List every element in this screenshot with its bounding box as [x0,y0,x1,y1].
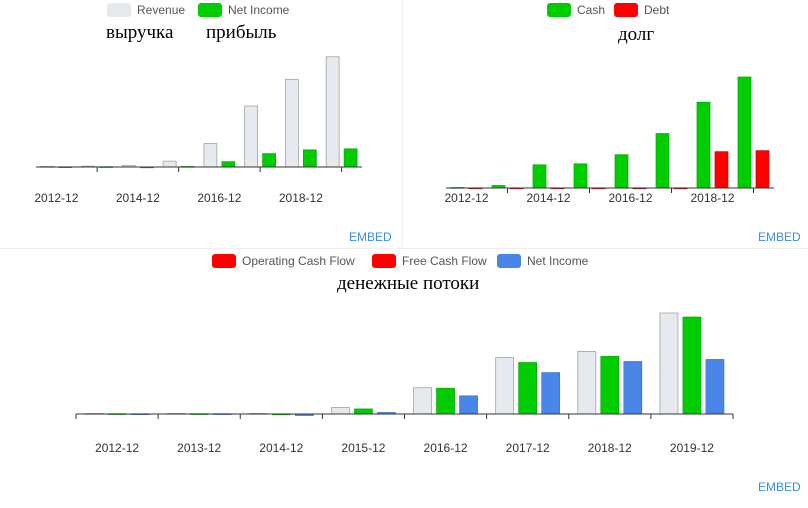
bar-revenue-2015-12 [162,160,177,168]
bar-free-cash-flow-2016-12 [436,387,455,415]
bar-operating-cash-flow-2015-12 [331,407,350,415]
x-tick-label: 2014-12 [116,191,160,205]
x-tick-label: 2017-12 [506,441,550,455]
bar-net-income-2017-12 [262,153,276,168]
x-tick-label: 2016-12 [197,191,241,205]
annotation-label: долг [618,24,654,45]
legend-swatch-cash [547,3,571,17]
x-tick-label: 2012-12 [34,191,78,205]
x-tick-label: 2018-12 [690,191,734,205]
bar-cash-2014-12 [532,164,547,189]
cash-flows-chart: Operating Cash Flow Free Cash Flow Net Inc… [75,254,734,455]
legend-label-cash: Cash [577,3,605,17]
x-tick-label: 2012-12 [444,191,488,205]
bar-debt-2018-12 [714,151,729,189]
bar-free-cash-flow-2015-12 [354,408,373,415]
bar-free-cash-flow-2019-12 [682,316,702,415]
bar-net-income-2017-12 [541,372,561,415]
bar-operating-cash-flow-2017-12 [495,357,515,415]
bar-net-income-2018-12 [623,361,643,415]
legend-swatch-debt [614,3,638,17]
bar-free-cash-flow-2017-12 [518,362,538,415]
bar-cash-2017-12 [655,133,670,189]
legend-swatch-free-cash-flow [372,254,396,268]
legend-label-revenue: Revenue [137,3,185,17]
x-tick-label: 2014-12 [526,191,570,205]
x-tick-label: 2019-12 [670,441,714,455]
legend-label-net-income: Net Income [228,3,290,17]
bar-revenue-2018-12 [285,78,299,168]
legend-label-operating-cash-flow: Operating Cash Flow [242,254,355,268]
bar-debt-2019-12 [755,150,770,189]
cash-debt-panel: Cash Debt долг 2012-12 2014-12 2016-12 2018-12… [404,0,808,246]
bar-operating-cash-flow-2016-12 [413,387,432,415]
bar-operating-cash-flow-2019-12 [659,312,679,415]
legend-label-debt: Debt [644,3,670,17]
bar-revenue-2016-12 [203,143,218,168]
annotation-label: денежные потоки [337,273,479,294]
revenue-income-panel: Revenue Net Income выручка прибыль 2012-12 20… [0,0,403,246]
x-tick-label: 2018-12 [588,441,632,455]
cash-flows-panel: Operating Cash Flow Free Cash Flow Net Inc… [0,248,808,503]
annotation-label: прибыль [206,22,277,43]
bar-net-income-2016-12 [459,395,478,415]
bar-revenue-2019-12 [325,56,340,168]
legend-swatch-revenue [107,3,131,17]
bar-net-income-2019-12 [343,148,358,168]
x-tick-label: 2016-12 [424,441,468,455]
bar-cash-2015-12 [573,163,588,189]
bar-net-income-2016-12 [221,161,236,168]
legend-swatch-operating-cash-flow [212,254,236,268]
x-tick-label: 2014-12 [259,441,303,455]
legend-swatch-net-income [497,254,521,268]
bar-revenue-2017-12 [244,105,258,168]
legend-swatch-net-income [198,3,222,17]
bar-operating-cash-flow-2018-12 [577,351,597,415]
embed-link[interactable]: EMBED [758,480,801,494]
bar-net-income-2019-12 [705,359,725,415]
x-tick-label: 2016-12 [608,191,652,205]
cash-debt-chart: Cash Debt долг 2012-12 2014-12 2016-12 2018-12 [444,3,774,205]
bar-cash-2019-12 [737,76,752,189]
bar-cash-2018-12 [696,101,711,189]
bar-free-cash-flow-2018-12 [600,356,620,415]
x-tick-label: 2013-12 [177,441,221,455]
embed-link[interactable]: EMBED [758,230,801,244]
revenue-income-chart: Revenue Net Income выручка прибыль 2012-12 20… [34,3,362,205]
x-tick-label: 2018-12 [279,191,323,205]
bar-net-income-2018-12 [303,149,317,168]
legend-label-free-cash-flow: Free Cash Flow [402,254,487,268]
x-tick-label: 2015-12 [341,441,385,455]
embed-link[interactable]: EMBED [349,230,392,244]
annotation-label: выручка [106,22,174,43]
x-tick-label: 2012-12 [95,441,139,455]
bar-cash-2016-12 [614,154,629,189]
legend-label-net-income: Net Income [527,254,589,268]
